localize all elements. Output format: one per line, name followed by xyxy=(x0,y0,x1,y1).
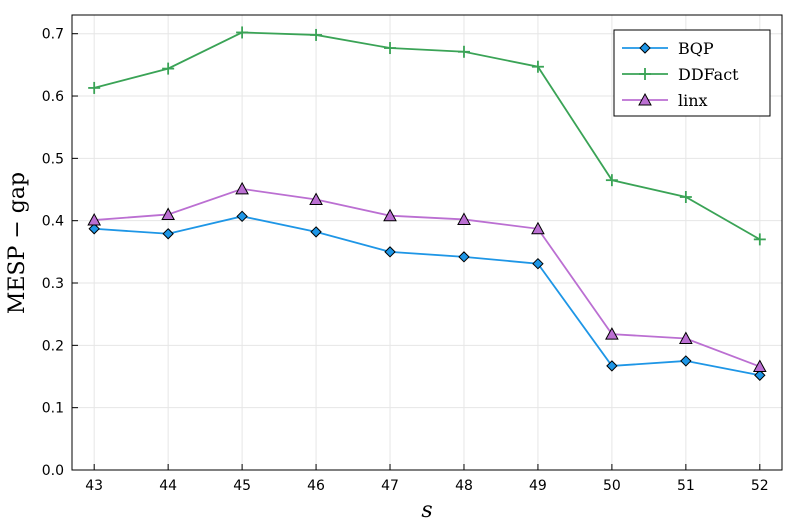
x-axis-label: s xyxy=(421,498,432,523)
data-point-ddfact xyxy=(753,233,766,246)
data-point-ddfact xyxy=(531,60,544,73)
data-point-ddfact xyxy=(679,191,692,203)
legend-label-ddfact: DDFact xyxy=(678,65,739,84)
data-point-linx xyxy=(383,208,397,222)
data-point-linx xyxy=(457,212,471,225)
x-tick-label: 43 xyxy=(85,478,103,494)
data-point-linx xyxy=(235,181,249,195)
x-tick-label: 49 xyxy=(529,478,547,494)
legend-label-bqp: BQP xyxy=(678,39,714,58)
data-point-ddfact xyxy=(162,62,175,75)
data-point-bqp xyxy=(384,246,396,258)
data-point-ddfact xyxy=(457,45,470,58)
data-point-bqp xyxy=(88,223,100,235)
series xyxy=(87,26,767,381)
data-point-linx xyxy=(309,192,323,205)
y-tick-label: 0.4 xyxy=(42,214,64,230)
data-point-bqp xyxy=(606,360,618,372)
data-point-ddfact xyxy=(88,81,101,94)
legend-marker-ddfact xyxy=(639,68,651,80)
x-tick-label: 51 xyxy=(677,478,695,494)
x-tick-label: 50 xyxy=(603,478,621,494)
data-point-bqp xyxy=(680,355,692,367)
x-tick-label: 44 xyxy=(159,478,177,494)
data-point-ddfact xyxy=(236,26,249,39)
series-ddfact xyxy=(88,26,766,246)
data-point-bqp xyxy=(754,369,766,381)
legend-marker-linx xyxy=(638,92,652,106)
x-tick-label: 45 xyxy=(233,478,251,494)
data-point-bqp xyxy=(236,210,248,223)
y-tick-label: 0.3 xyxy=(42,276,64,292)
x-tick-label: 47 xyxy=(381,478,399,494)
data-point-ddfact xyxy=(310,28,323,41)
y-axis-label: MESP − gap xyxy=(5,172,30,314)
data-point-ddfact xyxy=(605,174,618,187)
data-point-linx xyxy=(679,331,693,344)
data-point-linx xyxy=(752,359,767,373)
x-tick-label: 46 xyxy=(307,478,325,494)
data-point-ddfact xyxy=(384,42,397,55)
series-line-ddfact xyxy=(93,31,761,241)
x-tick-label: 52 xyxy=(751,478,769,494)
data-point-linx xyxy=(161,207,175,220)
data-point-bqp xyxy=(458,251,470,263)
data-point-linx xyxy=(87,213,102,226)
y-tick-label: 0.5 xyxy=(42,151,64,167)
series-linx xyxy=(87,181,767,373)
legend-label-linx: linx xyxy=(678,91,708,110)
series-line-linx xyxy=(94,187,761,368)
y-tick-label: 0.6 xyxy=(42,89,64,105)
y-tick-label: 0.7 xyxy=(42,27,64,43)
y-tick-label: 0.0 xyxy=(42,463,64,479)
series-line-bqp xyxy=(94,215,760,377)
x-tick-label: 48 xyxy=(455,478,473,494)
legend-box xyxy=(613,29,771,117)
legend: BQP DDFact linx xyxy=(613,29,771,117)
y-axis-ticks: 0.0 0.1 0.2 0.3 0.4 0.5 0.6 0.7 xyxy=(42,27,78,479)
data-point-bqp xyxy=(310,226,322,238)
plot-frame xyxy=(71,14,783,471)
y-tick-label: 0.1 xyxy=(42,401,64,417)
series-bqp xyxy=(88,210,766,381)
y-tick-label: 0.2 xyxy=(42,338,64,354)
x-axis-ticks: 43 44 45 46 47 48 49 50 51 52 xyxy=(85,464,769,494)
data-point-linx xyxy=(531,221,545,235)
data-point-bqp xyxy=(532,257,544,270)
legend-marker-bqp xyxy=(639,42,651,54)
data-point-bqp xyxy=(162,228,174,240)
data-point-linx xyxy=(605,327,619,340)
